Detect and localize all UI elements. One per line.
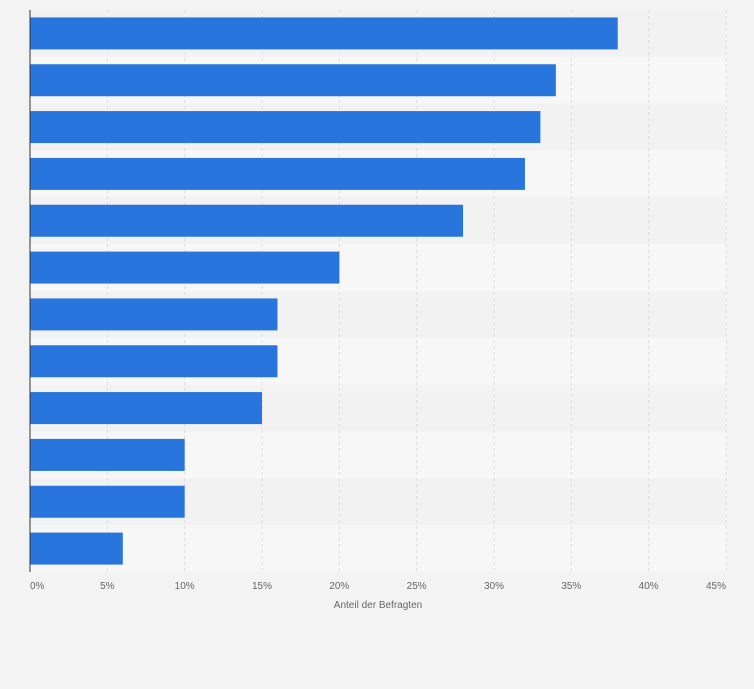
bar	[30, 111, 541, 144]
x-axis-label: Anteil der Befragten	[334, 600, 422, 611]
x-tick-label: 5%	[100, 581, 115, 592]
bar	[30, 17, 618, 50]
x-tick-label: 30%	[484, 581, 504, 592]
x-tick-label: 40%	[639, 581, 659, 592]
bar	[30, 204, 464, 237]
x-tick-label: 35%	[561, 581, 581, 592]
bars	[30, 17, 618, 565]
bar	[30, 532, 123, 565]
x-tick-label: 20%	[329, 581, 349, 592]
bar	[30, 345, 278, 378]
bar	[30, 485, 185, 518]
gridlines	[106, 10, 727, 572]
x-tick-label: 25%	[407, 581, 427, 592]
x-axis-ticks: 0% 5% 10% 15% 20% 25% 30% 35% 40% 45%	[30, 581, 726, 592]
x-tick-label: 15%	[252, 581, 272, 592]
bar	[30, 251, 340, 284]
bar	[30, 392, 262, 425]
bar	[30, 157, 525, 190]
bar	[30, 438, 185, 471]
bar	[30, 298, 278, 331]
bar	[30, 64, 556, 97]
x-tick-label: 10%	[175, 581, 195, 592]
x-tick-label: 45%	[706, 581, 726, 592]
x-tick-label: 0%	[30, 581, 45, 592]
row-band	[30, 525, 726, 572]
